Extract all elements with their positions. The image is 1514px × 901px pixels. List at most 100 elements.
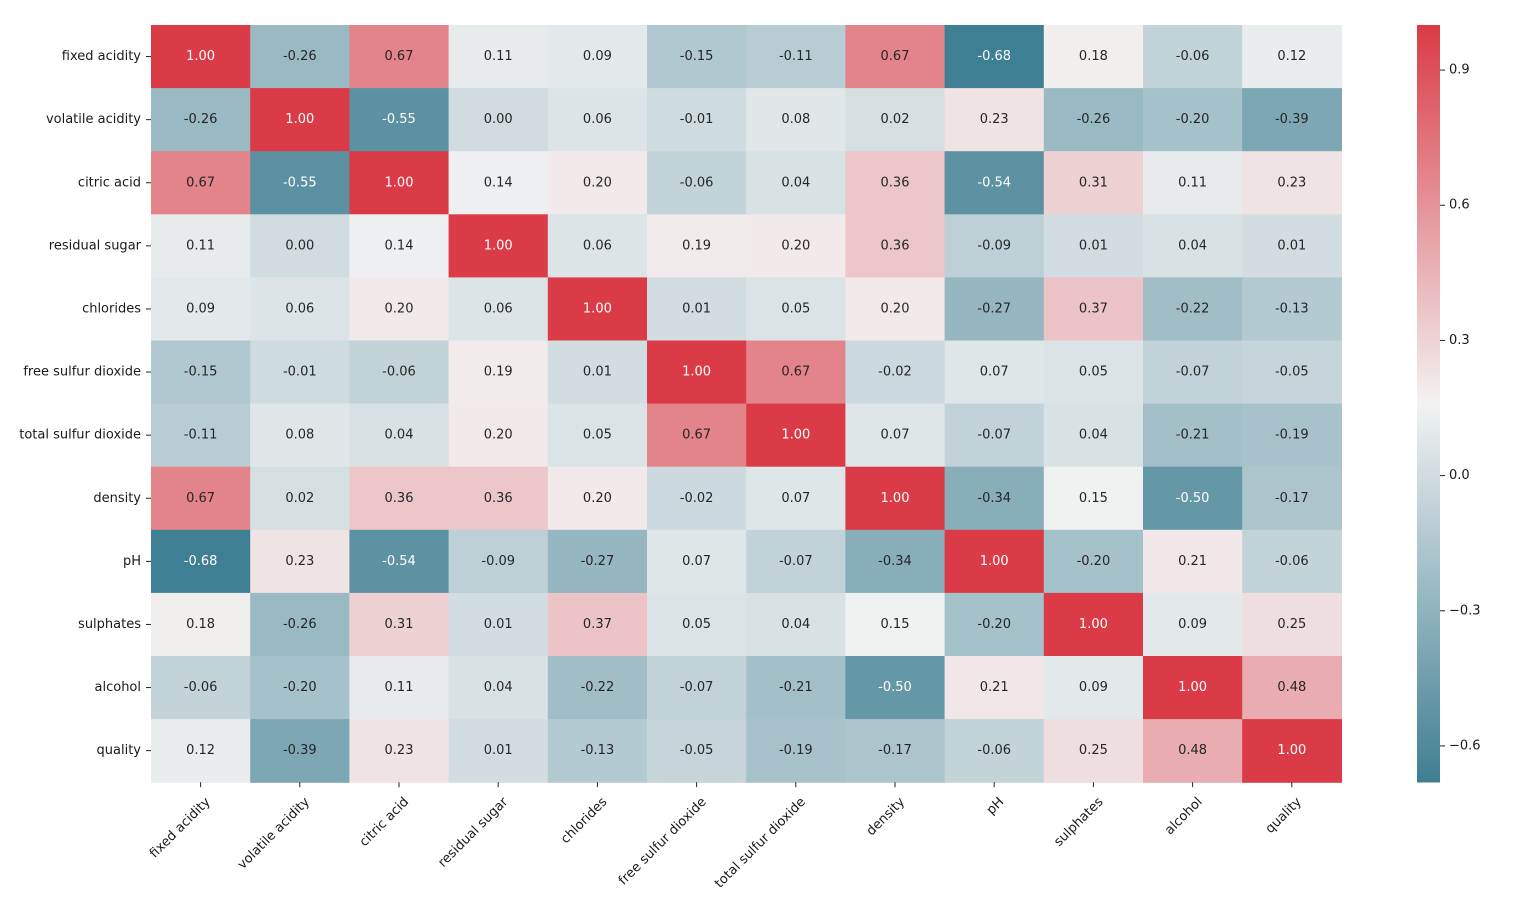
colorbar-segment bbox=[1417, 359, 1440, 363]
colorbar-segment bbox=[1417, 696, 1440, 701]
colorbar-segment bbox=[1417, 570, 1440, 575]
heatmap-cell-free-sulfur-dioxide-alcohol bbox=[1143, 340, 1243, 405]
heatmap-cell-pH-total-sulfur-dioxide bbox=[746, 529, 846, 594]
cell-value-sulphates-density: 0.15 bbox=[881, 617, 910, 632]
colorbar-segment bbox=[1417, 491, 1440, 496]
heatmap-cell-volatile-acidity-chlorides bbox=[547, 88, 648, 152]
cell-value-citric-acid-pH: -0.54 bbox=[977, 175, 1011, 190]
colorbar-segment bbox=[1417, 662, 1440, 666]
colorbar-segment bbox=[1417, 299, 1440, 304]
cell-value-residual-sugar-quality: 0.01 bbox=[1277, 238, 1306, 253]
cell-value-quality-free-sulfur-dioxide: -0.05 bbox=[680, 743, 714, 758]
y-label-chlorides: chlorides bbox=[82, 301, 141, 316]
colorbar-segment bbox=[1417, 428, 1440, 433]
heatmap-cell-sulphates-sulphates bbox=[1043, 592, 1144, 657]
heatmap-cell-total-sulfur-dioxide-sulphates bbox=[1043, 403, 1144, 468]
cell-value-total-sulfur-dioxide-quality: -0.19 bbox=[1275, 428, 1309, 443]
colorbar-segment bbox=[1417, 630, 1440, 635]
colorbar-segment bbox=[1417, 59, 1440, 64]
cell-value-alcohol-density: -0.50 bbox=[878, 680, 912, 695]
heatmap-cell-fixed-acidity-total-sulfur-dioxide bbox=[746, 25, 846, 89]
heatmap-cell-pH-pH bbox=[944, 529, 1045, 594]
colorbar-segment bbox=[1417, 368, 1440, 373]
colorbar-segment bbox=[1417, 387, 1440, 392]
cell-value-pH-residual-sugar: -0.09 bbox=[481, 554, 515, 569]
colorbar-segment bbox=[1417, 312, 1440, 316]
colorbar-segment bbox=[1417, 712, 1440, 717]
colorbar-tick-label: 0.3 bbox=[1449, 333, 1470, 348]
heatmap-cell-density-alcohol bbox=[1143, 466, 1243, 531]
cell-value-quality-pH: -0.06 bbox=[977, 743, 1011, 758]
colorbar-segment bbox=[1417, 567, 1440, 572]
colorbar-segment bbox=[1417, 756, 1440, 761]
heatmap-cell-citric-acid-volatile-acidity bbox=[250, 151, 350, 215]
x-axis-labels: fixed acidity volatile acidity citric acid… bbox=[147, 782, 1305, 891]
colorbar-segment bbox=[1417, 766, 1440, 770]
colorbar-segment bbox=[1417, 649, 1440, 654]
colorbar-segment bbox=[1417, 394, 1440, 398]
x-label-fixed-acidity: fixed acidity bbox=[147, 794, 214, 861]
colorbar-segment bbox=[1417, 173, 1440, 177]
heatmap-cell-quality-quality bbox=[1242, 719, 1342, 783]
colorbar-segment bbox=[1417, 589, 1440, 594]
x-label-total-sulfur-dioxide: total sulfur dioxide bbox=[712, 795, 809, 892]
heatmap-cell-residual-sugar-pH bbox=[944, 214, 1045, 278]
colorbar-segment bbox=[1417, 324, 1440, 329]
colorbar-segment bbox=[1417, 248, 1440, 253]
y-label-density: density bbox=[93, 491, 141, 506]
heatmap-cell-pH-volatile-acidity bbox=[250, 529, 350, 594]
heatmap-cell-free-sulfur-dioxide-pH bbox=[944, 340, 1045, 405]
colorbar-segment bbox=[1417, 517, 1440, 521]
colorbar-segment bbox=[1417, 450, 1440, 455]
colorbar-segment bbox=[1417, 545, 1440, 550]
colorbar-segment bbox=[1417, 88, 1440, 92]
cell-value-residual-sugar-total-sulfur-dioxide: 0.20 bbox=[781, 238, 810, 253]
colorbar-segment bbox=[1417, 129, 1440, 133]
cell-value-citric-acid-density: 0.36 bbox=[881, 175, 910, 190]
colorbar-segment bbox=[1417, 652, 1440, 657]
heatmap-cell-pH-free-sulfur-dioxide bbox=[647, 529, 747, 594]
cell-value-density-chlorides: 0.20 bbox=[583, 491, 612, 506]
cell-value-total-sulfur-dioxide-total-sulfur-dioxide: 1.00 bbox=[781, 428, 810, 443]
colorbar-segment bbox=[1417, 334, 1440, 338]
colorbar-segment bbox=[1417, 599, 1440, 603]
colorbar-segment bbox=[1417, 78, 1440, 83]
colorbar-segment bbox=[1417, 274, 1440, 278]
colorbar-segment bbox=[1417, 66, 1440, 70]
heatmap-cell-citric-acid-alcohol bbox=[1143, 151, 1243, 215]
colorbar-segment bbox=[1417, 583, 1440, 587]
y-axis-labels: fixed acidity volatile acidity citric acid… bbox=[19, 49, 151, 758]
colorbar-segment bbox=[1417, 170, 1440, 174]
cell-value-alcohol-pH: 0.21 bbox=[980, 680, 1009, 695]
heatmap-cell-citric-acid-chlorides bbox=[547, 151, 648, 215]
heatmap-cell-free-sulfur-dioxide-free-sulfur-dioxide bbox=[647, 340, 747, 405]
cell-value-density-density: 1.00 bbox=[881, 491, 910, 506]
cell-value-fixed-acidity-volatile-acidity: -0.26 bbox=[283, 49, 317, 64]
heatmap-cell-volatile-acidity-pH bbox=[944, 88, 1045, 152]
heatmap-cell-alcohol-density bbox=[845, 656, 946, 720]
colorbar-segment bbox=[1417, 403, 1440, 408]
heatmap-cell-total-sulfur-dioxide-alcohol bbox=[1143, 403, 1243, 468]
cell-value-pH-fixed-acidity: -0.68 bbox=[184, 554, 218, 569]
heatmap-cell-chlorides-pH bbox=[944, 277, 1045, 342]
colorbar-segment bbox=[1417, 753, 1440, 758]
heatmap-cell-volatile-acidity-volatile-acidity bbox=[250, 88, 350, 152]
heatmap-cell-chlorides-density bbox=[845, 277, 946, 342]
colorbar-segment bbox=[1417, 665, 1440, 669]
heatmap-cell-fixed-acidity-density bbox=[845, 25, 946, 89]
colorbar-segment bbox=[1417, 119, 1440, 124]
colorbar-segment bbox=[1417, 763, 1440, 767]
colorbar-segment bbox=[1417, 614, 1440, 619]
colorbar-segment bbox=[1417, 460, 1440, 464]
colorbar-segment bbox=[1417, 233, 1440, 237]
heatmap-cell-quality-volatile-acidity bbox=[250, 719, 350, 783]
colorbar-segment bbox=[1417, 611, 1440, 616]
heatmap-cell-total-sulfur-dioxide-density bbox=[845, 403, 946, 468]
cell-value-volatile-acidity-free-sulfur-dioxide: -0.01 bbox=[680, 112, 714, 127]
colorbar-segment bbox=[1417, 252, 1440, 256]
cell-value-total-sulfur-dioxide-density: 0.07 bbox=[881, 428, 910, 443]
y-label-alcohol: alcohol bbox=[95, 680, 141, 695]
colorbar-segment bbox=[1417, 353, 1440, 357]
colorbar-segment bbox=[1417, 409, 1440, 414]
x-label-residual-sugar: residual sugar bbox=[435, 794, 511, 870]
